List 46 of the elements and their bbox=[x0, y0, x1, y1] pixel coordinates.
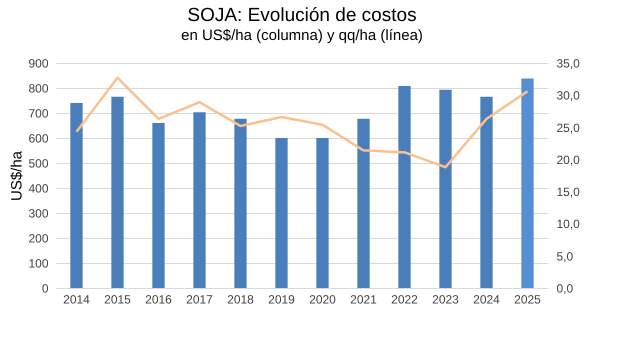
y2-tick-label: 25,0 bbox=[556, 120, 580, 135]
y2-tick-label: 15,0 bbox=[556, 185, 580, 200]
y-tick-label: 100 bbox=[28, 256, 49, 270]
line-series bbox=[75, 76, 529, 168]
bar bbox=[111, 96, 124, 288]
bar bbox=[398, 86, 411, 288]
bar bbox=[521, 78, 534, 288]
bar bbox=[439, 90, 452, 288]
x-tick-label: 2015 bbox=[104, 292, 132, 306]
x-tick-label: 2023 bbox=[432, 292, 460, 306]
y-tick-label: 500 bbox=[28, 156, 49, 170]
x-tick-label: 2021 bbox=[350, 292, 378, 306]
y-tick-label: 300 bbox=[28, 206, 49, 220]
x-tick-label: 2022 bbox=[391, 292, 418, 306]
bar bbox=[234, 118, 247, 288]
chart-subtitle: en US$/ha (columna) y qq/ha (línea) bbox=[181, 27, 423, 44]
bar bbox=[70, 103, 83, 288]
chart-title: SOJA: Evolución de costos bbox=[187, 5, 417, 26]
bar bbox=[275, 138, 288, 288]
x-tick-label: 2017 bbox=[186, 292, 214, 306]
y-tick-label: 600 bbox=[28, 132, 49, 146]
x-tick-label: 2025 bbox=[514, 292, 542, 306]
x-tick-label: 2020 bbox=[309, 292, 336, 306]
bar bbox=[357, 118, 370, 288]
bar bbox=[193, 112, 206, 288]
y-tick-label: 400 bbox=[28, 182, 49, 196]
y-tick-label: 900 bbox=[28, 56, 49, 70]
y-tick-label: 700 bbox=[28, 106, 49, 120]
y2-tick-label: 10,0 bbox=[556, 217, 580, 232]
bar bbox=[480, 96, 493, 288]
bar bbox=[316, 138, 329, 288]
x-tick-label: 2024 bbox=[473, 292, 500, 306]
y2-tick-label: 35,0 bbox=[556, 56, 580, 70]
y-tick-label: 200 bbox=[28, 232, 49, 246]
x-tick-label: 2018 bbox=[227, 292, 254, 306]
y-tick-label: 0 bbox=[42, 282, 49, 296]
x-tick-label: 2019 bbox=[268, 292, 296, 306]
bar bbox=[152, 123, 165, 288]
y2-tick-label: 20,0 bbox=[556, 152, 580, 167]
y2-tick-label: 30,0 bbox=[556, 88, 580, 103]
x-tick-label: 2014 bbox=[63, 292, 90, 306]
x-tick-label: 2016 bbox=[145, 292, 172, 306]
y-tick-label: 800 bbox=[28, 82, 49, 96]
y2-tick-label: 5,0 bbox=[556, 249, 574, 264]
y-axis-title: US$/ha bbox=[8, 150, 26, 202]
y2-tick-label: 0,0 bbox=[556, 282, 574, 296]
